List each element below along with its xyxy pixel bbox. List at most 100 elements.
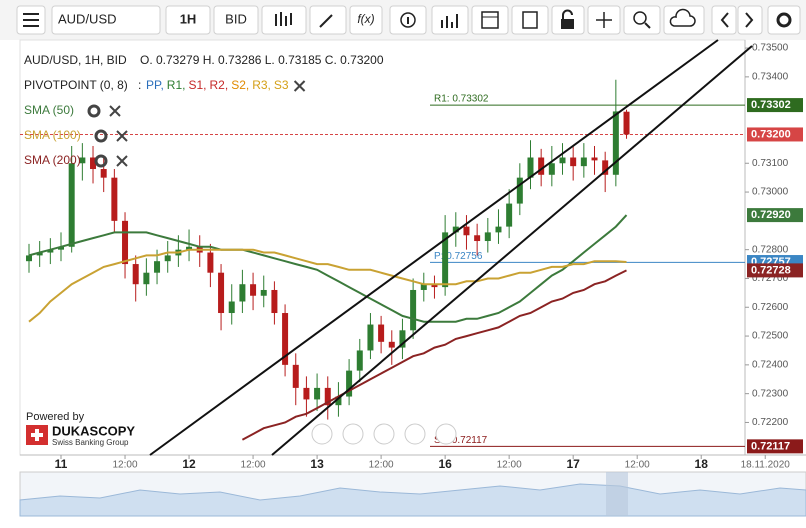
price-badge-label: 0.72920 — [751, 209, 791, 221]
pivot-label: S1: 0.72117 — [434, 435, 488, 446]
legend-settings[interactable] — [87, 104, 101, 118]
candle-body — [420, 284, 427, 290]
candle-body — [516, 177, 523, 204]
nav-next[interactable] — [435, 423, 457, 445]
info-button[interactable] — [389, 5, 427, 35]
channel-upper — [149, 39, 719, 456]
legend-entry: SMA (200) — [24, 153, 81, 167]
candle-body — [410, 289, 417, 331]
candle-body — [612, 111, 619, 175]
overlay: 0.733020.732000.729200.727570.727280.721… — [747, 98, 803, 454]
y-tick-label: 0.72600 — [752, 302, 789, 313]
plot: R1: 0.73302 P: 0.72756 S1: 0.72117 — [20, 79, 745, 447]
legend: AUD/USD, 1H, BID O. 0.73279 H. 0.73286 L… — [24, 53, 384, 168]
price-badge — [747, 263, 803, 278]
candle-body — [250, 284, 257, 296]
y-tick-label: 0.73000 — [752, 187, 789, 198]
side: BID — [225, 11, 247, 26]
sma-line — [28, 248, 627, 323]
candle-body — [388, 341, 395, 348]
y-tick-label: 0.73400 — [752, 72, 789, 83]
nav-prev[interactable] — [311, 423, 333, 445]
candle-body — [26, 255, 32, 262]
legend-settings[interactable] — [94, 154, 108, 168]
y-tick-label: 0.72700 — [752, 273, 789, 284]
side-select[interactable]: BID — [213, 5, 259, 35]
candle-body — [538, 157, 545, 175]
volume-button[interactable] — [431, 5, 469, 35]
candle-body — [495, 226, 502, 233]
price-badge-label: 0.72728 — [751, 264, 791, 276]
draw-button[interactable] — [309, 5, 347, 35]
legend-remove — [116, 130, 128, 142]
period-select[interactable]: 1H — [165, 5, 211, 35]
chart-title: AUD/USD, 1H, BID — [24, 53, 127, 67]
upload-button[interactable] — [663, 5, 705, 35]
settings-button[interactable] — [767, 5, 801, 35]
pivot-label: P: 0.72756 — [434, 251, 483, 262]
legend-remove — [109, 105, 121, 117]
branding: Powered by DUKASCOPY Swiss Banking Group — [26, 411, 135, 447]
x-tick-label: 12:00 — [625, 460, 650, 471]
candle-body — [324, 387, 331, 406]
candle-body — [580, 157, 587, 167]
chart-type-button[interactable] — [261, 5, 307, 35]
candle-body — [399, 330, 406, 348]
price-badge — [747, 208, 803, 223]
calendar-button[interactable] — [471, 5, 509, 35]
nav-zoom-out[interactable] — [342, 423, 364, 445]
navigator-window[interactable] — [606, 472, 628, 516]
legend-entry: SMA (50) — [24, 103, 74, 117]
candle-body — [623, 111, 630, 135]
forward-button[interactable] — [737, 5, 763, 35]
brand-tagline: Swiss Banking Group — [52, 438, 129, 447]
candle-body — [111, 177, 118, 221]
price-badge — [747, 439, 803, 454]
x-tick-label: 13 — [310, 457, 324, 471]
candle-body — [186, 246, 193, 250]
fx: f(x) — [357, 12, 374, 26]
candle-body — [207, 252, 214, 273]
zoom-button[interactable] — [623, 5, 661, 35]
y-tick-label: 0.72200 — [752, 417, 789, 428]
x-tick-label: 12 — [182, 457, 196, 471]
candle-body — [570, 157, 577, 167]
x-tick-label: 16 — [438, 457, 452, 471]
candle-body — [591, 157, 598, 161]
nav-controls — [311, 423, 457, 445]
back-button[interactable] — [711, 5, 737, 35]
symbol-select[interactable]: AUD/USD — [51, 5, 161, 35]
candle-body — [292, 364, 299, 388]
y-tick-label: 0.73500 — [752, 43, 789, 54]
candle-body — [47, 249, 54, 253]
legend-settings[interactable] — [94, 129, 108, 143]
crosshair-button[interactable] — [587, 5, 621, 35]
x-tick-label: 12:00 — [497, 460, 522, 471]
candle-body — [143, 272, 150, 285]
brand-name: DUKASCOPY — [52, 423, 135, 438]
plot-area — [19, 39, 746, 456]
report-button[interactable] — [511, 5, 549, 35]
price-badge-label: 0.73200 — [751, 128, 791, 140]
indicator-button[interactable]: f(x) — [349, 5, 383, 35]
lock-button[interactable] — [551, 5, 585, 35]
legend-remove — [116, 155, 128, 167]
candle-body — [378, 324, 385, 342]
candle-body — [463, 226, 470, 236]
nav-pause[interactable] — [373, 423, 395, 445]
symbol: AUD/USD — [58, 11, 117, 26]
candle-body — [68, 163, 75, 247]
candle-body — [100, 169, 107, 178]
sma-line — [28, 214, 628, 323]
price-badge-label: 0.73302 — [751, 99, 791, 111]
x-tick-label: 18.11.2020 — [741, 460, 791, 471]
pivot-item: R1, — [167, 78, 186, 92]
x-tick-label: 11 — [55, 457, 68, 471]
nav-zoom-in[interactable] — [404, 423, 426, 445]
legend-entry: SMA (100) — [24, 128, 81, 142]
y-tick-label: 0.72500 — [752, 331, 789, 342]
pivot-item: R3, — [252, 78, 271, 92]
menu-button[interactable] — [16, 5, 46, 35]
x-tick-label: 12:00 — [369, 460, 394, 471]
